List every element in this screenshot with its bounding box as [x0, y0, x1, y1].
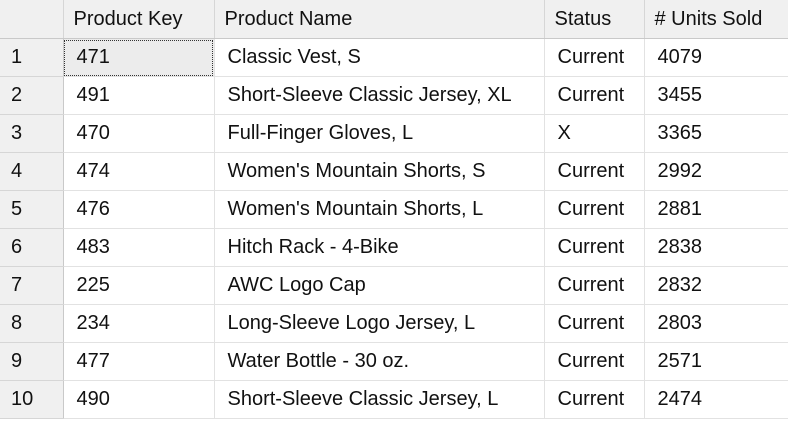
column-header-units-sold[interactable]: # Units Sold	[644, 0, 788, 39]
header-row: Product Key Product Name Status # Units …	[0, 0, 788, 39]
table-row[interactable]: 5 476 Women's Mountain Shorts, L Current…	[0, 190, 788, 229]
select-all-corner[interactable]	[0, 0, 64, 39]
cell-status[interactable]: Current	[544, 38, 645, 77]
cell-units-sold[interactable]: 2832	[644, 266, 788, 305]
column-header-status[interactable]: Status	[544, 0, 645, 39]
cell-status[interactable]: Current	[544, 342, 645, 381]
cell-status[interactable]: Current	[544, 304, 645, 343]
row-number[interactable]: 8	[0, 304, 64, 343]
cell-product-key[interactable]: 477	[63, 342, 215, 381]
cell-product-name[interactable]: Hitch Rack - 4-Bike	[214, 228, 545, 267]
table-row[interactable]: 1 471 Classic Vest, S Current 4079	[0, 38, 788, 77]
cell-units-sold[interactable]: 2571	[644, 342, 788, 381]
table-row[interactable]: 6 483 Hitch Rack - 4-Bike Current 2838	[0, 228, 788, 267]
cell-product-name[interactable]: Short-Sleeve Classic Jersey, L	[214, 380, 545, 419]
cell-product-name[interactable]: Classic Vest, S	[214, 38, 545, 77]
table-row[interactable]: 3 470 Full-Finger Gloves, L X 3365	[0, 114, 788, 153]
row-number[interactable]: 3	[0, 114, 64, 153]
cell-product-key[interactable]: 491	[63, 76, 215, 115]
cell-product-name[interactable]: AWC Logo Cap	[214, 266, 545, 305]
table-row[interactable]: 10 490 Short-Sleeve Classic Jersey, L Cu…	[0, 380, 788, 419]
table-row[interactable]: 7 225 AWC Logo Cap Current 2832	[0, 266, 788, 305]
cell-status[interactable]: Current	[544, 76, 645, 115]
cell-status[interactable]: Current	[544, 190, 645, 229]
row-number[interactable]: 5	[0, 190, 64, 229]
row-number[interactable]: 6	[0, 228, 64, 267]
cell-status[interactable]: Current	[544, 228, 645, 267]
row-number[interactable]: 4	[0, 152, 64, 191]
cell-product-key[interactable]: 483	[63, 228, 215, 267]
row-number[interactable]: 7	[0, 266, 64, 305]
cell-product-key[interactable]: 471	[63, 38, 215, 77]
cell-product-name[interactable]: Full-Finger Gloves, L	[214, 114, 545, 153]
cell-product-key[interactable]: 490	[63, 380, 215, 419]
cell-product-name[interactable]: Women's Mountain Shorts, S	[214, 152, 545, 191]
cell-units-sold[interactable]: 2838	[644, 228, 788, 267]
cell-units-sold[interactable]: 4079	[644, 38, 788, 77]
cell-product-key[interactable]: 470	[63, 114, 215, 153]
cell-product-name[interactable]: Women's Mountain Shorts, L	[214, 190, 545, 229]
cell-units-sold[interactable]: 2474	[644, 380, 788, 419]
row-number[interactable]: 10	[0, 380, 64, 419]
cell-product-key[interactable]: 476	[63, 190, 215, 229]
row-number[interactable]: 1	[0, 38, 64, 77]
column-header-product-key[interactable]: Product Key	[63, 0, 215, 39]
row-number[interactable]: 2	[0, 76, 64, 115]
cell-product-key[interactable]: 234	[63, 304, 215, 343]
table-row[interactable]: 2 491 Short-Sleeve Classic Jersey, XL Cu…	[0, 76, 788, 115]
table-row[interactable]: 4 474 Women's Mountain Shorts, S Current…	[0, 152, 788, 191]
row-number[interactable]: 9	[0, 342, 64, 381]
table-row[interactable]: 9 477 Water Bottle - 30 oz. Current 2571	[0, 342, 788, 381]
cell-product-name[interactable]: Water Bottle - 30 oz.	[214, 342, 545, 381]
cell-product-key[interactable]: 225	[63, 266, 215, 305]
cell-product-name[interactable]: Long-Sleeve Logo Jersey, L	[214, 304, 545, 343]
cell-product-key[interactable]: 474	[63, 152, 215, 191]
cell-status[interactable]: X	[544, 114, 645, 153]
cell-status[interactable]: Current	[544, 152, 645, 191]
cell-units-sold[interactable]: 2881	[644, 190, 788, 229]
column-header-product-name[interactable]: Product Name	[214, 0, 545, 39]
grid-empty-area	[0, 419, 788, 428]
cell-units-sold[interactable]: 3455	[644, 76, 788, 115]
cell-status[interactable]: Current	[544, 380, 645, 419]
cell-units-sold[interactable]: 2803	[644, 304, 788, 343]
cell-units-sold[interactable]: 2992	[644, 152, 788, 191]
cell-status[interactable]: Current	[544, 266, 645, 305]
results-table: Product Key Product Name Status # Units …	[0, 0, 788, 419]
table-row[interactable]: 8 234 Long-Sleeve Logo Jersey, L Current…	[0, 304, 788, 343]
cell-units-sold[interactable]: 3365	[644, 114, 788, 153]
cell-product-name[interactable]: Short-Sleeve Classic Jersey, XL	[214, 76, 545, 115]
